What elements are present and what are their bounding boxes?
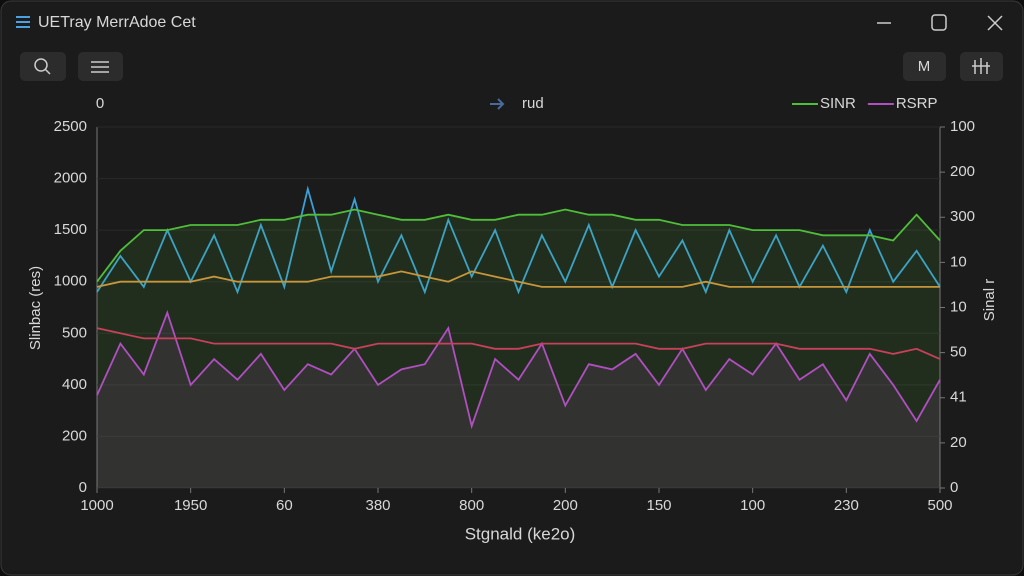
y2-axis-title: Sinal r — [981, 279, 998, 322]
corner-label: 0 — [96, 95, 104, 112]
x-tick-label: 500 — [927, 497, 952, 514]
legend-label: SINR — [820, 95, 856, 112]
y-tick-label: 400 — [62, 376, 87, 393]
y-axis-title: Slinbac (res) — [27, 266, 44, 350]
x-tick-label: 1000 — [80, 497, 113, 514]
y2-tick-label: 50 — [950, 344, 967, 361]
maximize-button[interactable] — [931, 14, 947, 31]
series-line — [96, 208, 941, 283]
x-tick-label: 1950 — [174, 497, 207, 514]
y2-tick-label: 41 — [950, 389, 967, 406]
y-tick-label: 200 — [62, 427, 87, 444]
y-tick-label: 1000 — [54, 273, 87, 290]
filter-button[interactable] — [78, 52, 123, 81]
x-tick-label: 230 — [834, 497, 859, 514]
search-button[interactable] — [20, 52, 66, 81]
y2-tick-label: 100 — [950, 118, 975, 135]
y-tick-label: 0 — [79, 479, 87, 496]
x-axis-title: Stgnald (ke2o) — [465, 524, 576, 543]
y2-tick-label: 20 — [950, 434, 967, 451]
series-line — [96, 327, 941, 360]
y2-tick-label: 0 — [950, 479, 958, 496]
y2-tick-label: 10 — [950, 298, 967, 315]
x-tick-label: 800 — [459, 497, 484, 514]
legend-label: RSRP — [896, 95, 938, 112]
x-tick-label: 100 — [740, 497, 765, 514]
y-tick-label: 500 — [62, 324, 87, 341]
x-tick-label: 150 — [646, 497, 671, 514]
y2-tick-label: 10 — [950, 253, 967, 270]
y2-tick-label: 300 — [950, 208, 975, 225]
m-button-label: M — [918, 58, 931, 75]
legend-label: rud — [522, 95, 544, 112]
app-icon — [16, 16, 30, 28]
settings-button[interactable] — [960, 52, 1003, 81]
legend-arrow — [490, 98, 505, 110]
series-area — [97, 312, 940, 488]
window-title: UETray MerrAdoe Cet — [38, 14, 196, 31]
x-tick-label: 60 — [276, 497, 293, 514]
m-button[interactable] — [903, 52, 946, 81]
series-line — [96, 309, 941, 430]
x-tick-label: 380 — [365, 497, 390, 514]
close-button[interactable] — [987, 15, 1003, 31]
y-tick-label: 1500 — [54, 221, 87, 238]
y-tick-label: 2000 — [54, 170, 87, 187]
x-tick-label: 200 — [553, 497, 578, 514]
series-line — [96, 270, 940, 288]
y-tick-label: 2500 — [54, 118, 87, 135]
y2-tick-label: 200 — [950, 163, 975, 180]
